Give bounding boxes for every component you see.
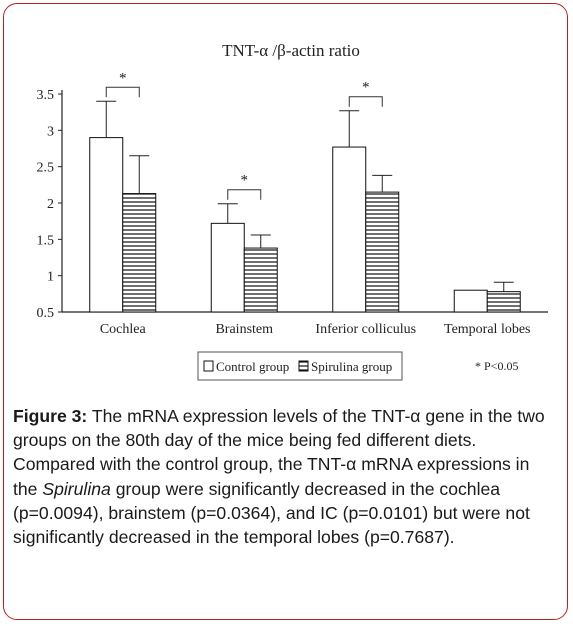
y-tick-label: 2 <box>47 197 54 212</box>
bar-control <box>89 137 124 313</box>
bar-spirulina <box>243 247 278 313</box>
y-tick-label: 0.5 <box>37 306 55 321</box>
figure-caption: Figure 3: The mRNA expression levels of … <box>13 404 558 549</box>
bar-spirulina <box>122 193 157 313</box>
y-tick-label: 1 <box>47 270 54 285</box>
bar-spirulina <box>365 191 400 313</box>
x-category-label: Cochlea <box>100 322 147 337</box>
x-category-label: Inferior colliculus <box>315 322 416 337</box>
bar-spirulina <box>486 291 521 313</box>
bar-control <box>210 222 245 313</box>
y-tick-label: 3.5 <box>37 88 55 103</box>
legend-label-control: Control group <box>216 359 289 374</box>
legend-swatch-spirulina <box>298 360 309 372</box>
y-tick-label: 1.5 <box>37 233 55 248</box>
legend-swatch-control <box>203 360 214 372</box>
significance-star: * <box>241 173 249 189</box>
bar-control <box>453 289 488 313</box>
x-category-label: Temporal lobes <box>444 322 531 337</box>
caption-text-2: group were significantly decreased in th… <box>13 478 530 548</box>
caption-label: Figure 3: <box>13 406 88 426</box>
significance-star: * <box>119 70 127 86</box>
legend-note: * P<0.05 <box>475 359 518 373</box>
significance-bracket <box>348 96 383 107</box>
y-tick-label: 3 <box>47 124 54 139</box>
y-tick-label: 2.5 <box>37 161 55 176</box>
caption-text-1: The mRNA expression levels of the TNT-α … <box>13 406 545 499</box>
bar-chart: TNT-α /β-actin ratio 0.5 1 1.5 2 2.5 3 3.5 * Coch… <box>37 41 548 381</box>
significance-bracket <box>105 86 140 98</box>
x-category-label: Brainstem <box>215 322 273 337</box>
chart-title: TNT-α /β-actin ratio <box>222 41 360 60</box>
significance-star: * <box>362 80 370 96</box>
legend-label-spirulina: Spirulina group <box>311 359 392 374</box>
bar-control <box>332 146 367 313</box>
caption-italic: Spirulina <box>42 478 111 499</box>
significance-bracket <box>227 189 262 200</box>
